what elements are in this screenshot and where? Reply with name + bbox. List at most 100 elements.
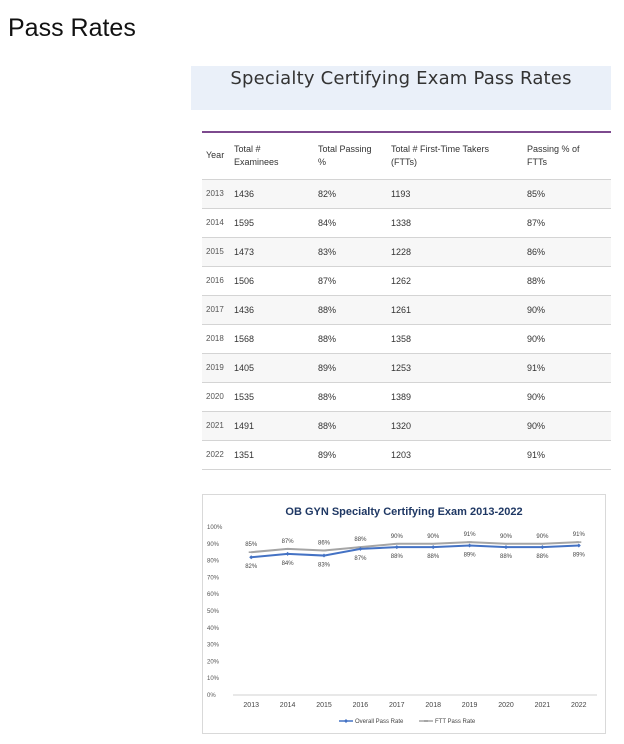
cell-ftt: 1389 — [387, 382, 523, 412]
cell-year: 2022 — [202, 440, 230, 470]
cell-year: 2019 — [202, 353, 230, 383]
data-label-ftt: 90% — [427, 534, 440, 540]
cell-ftt: 1203 — [387, 440, 523, 470]
data-label-ftt: 87% — [282, 539, 295, 545]
y-tick-label: 50% — [207, 609, 220, 615]
data-point-overall — [431, 545, 436, 550]
cell-passing: 83% — [314, 237, 387, 267]
header-passing: Total Passing% — [314, 133, 387, 180]
table-banner: Specialty Certifying Exam Pass Rates — [191, 66, 611, 110]
table-row: 2021 1491 88% 1320 90% — [202, 411, 611, 441]
y-tick-label: 90% — [207, 542, 220, 548]
legend-label-overall: Overall Pass Rate — [355, 719, 404, 725]
cell-ftt-pct: 90% — [523, 411, 611, 441]
x-tick-label: 2021 — [535, 702, 551, 709]
data-point-ftt — [248, 551, 254, 553]
x-tick-label: 2014 — [280, 702, 296, 709]
cell-passing: 88% — [314, 411, 387, 441]
cell-ftt: 1228 — [387, 237, 523, 267]
y-tick-label: 60% — [207, 592, 220, 598]
header-year: Year — [202, 133, 230, 180]
table-row: 2014 1595 84% 1338 87% — [202, 208, 611, 238]
cell-ftt: 1193 — [387, 179, 523, 209]
cell-ftt-pct: 91% — [523, 440, 611, 470]
data-label-ftt: 85% — [245, 542, 258, 548]
x-tick-label: 2013 — [243, 702, 259, 709]
cell-year: 2015 — [202, 237, 230, 267]
data-label-overall: 84% — [282, 561, 295, 567]
header-ftt-pct: Passing % of FTTs — [523, 133, 611, 180]
table-row: 2017 1436 88% 1261 90% — [202, 295, 611, 325]
data-label-overall: 82% — [245, 564, 258, 570]
data-point-overall — [358, 546, 363, 551]
legend-label-ftt: FTT Pass Rate — [435, 719, 476, 725]
header-examinees: Total # Examinees — [230, 133, 314, 180]
cell-passing: 89% — [314, 440, 387, 470]
table-row: 2020 1535 88% 1389 90% — [202, 382, 611, 412]
data-point-overall — [322, 553, 326, 558]
data-point-overall — [576, 543, 581, 548]
table-row: 2016 1506 87% 1262 88% — [202, 266, 611, 296]
data-label-ftt: 90% — [391, 534, 404, 540]
cell-passing: 89% — [314, 353, 387, 383]
cell-examinees: 1506 — [230, 266, 314, 296]
cell-passing: 88% — [314, 382, 387, 412]
cell-year: 2021 — [202, 411, 230, 441]
data-label-ftt: 86% — [318, 541, 331, 547]
cell-ftt-pct: 87% — [523, 208, 611, 238]
data-point-overall — [285, 551, 290, 556]
data-label-overall: 88% — [427, 554, 440, 560]
data-point-overall — [504, 545, 508, 550]
cell-ftt-pct: 90% — [523, 324, 611, 354]
data-point-overall — [394, 545, 399, 550]
cell-year: 2016 — [202, 266, 230, 296]
y-tick-label: 0% — [207, 693, 216, 699]
y-tick-label: 20% — [207, 659, 220, 665]
cell-examinees: 1473 — [230, 237, 314, 267]
cell-passing: 88% — [314, 295, 387, 325]
data-label-overall: 87% — [354, 556, 367, 562]
x-tick-label: 2017 — [389, 702, 405, 709]
cell-ftt: 1358 — [387, 324, 523, 354]
data-point-overall — [540, 545, 545, 550]
cell-examinees: 1595 — [230, 208, 314, 238]
data-point-ftt — [539, 543, 545, 545]
cell-ftt-pct: 86% — [523, 237, 611, 267]
data-label-overall: 88% — [500, 554, 513, 560]
cell-ftt: 1262 — [387, 266, 523, 296]
data-point-ftt — [285, 548, 291, 550]
pass-rate-chart: OB GYN Specialty Certifying Exam 2013-20… — [202, 494, 606, 734]
cell-year: 2018 — [202, 324, 230, 354]
y-tick-label: 10% — [207, 676, 220, 682]
cell-passing: 82% — [314, 179, 387, 209]
cell-examinees: 1568 — [230, 324, 314, 354]
data-label-overall: 88% — [391, 554, 404, 560]
data-point-overall — [467, 543, 472, 548]
cell-passing: 87% — [314, 266, 387, 296]
x-tick-label: 2015 — [316, 702, 332, 709]
series-line-overall — [251, 544, 579, 559]
cell-examinees: 1436 — [230, 179, 314, 209]
banner-title: Specialty Certifying Exam Pass Rates — [230, 68, 572, 89]
cell-year: 2014 — [202, 208, 230, 238]
table-row: 2022 1351 89% 1203 91% — [202, 440, 611, 470]
table-body: 2013 1436 82% 1193 85% 2014 1595 84% 1338 87% 2015… — [202, 179, 611, 470]
cell-ftt-pct: 85% — [523, 179, 611, 209]
cell-ftt-pct: 90% — [523, 382, 611, 412]
cell-examinees: 1405 — [230, 353, 314, 383]
data-point-ftt — [503, 543, 509, 545]
cell-passing: 84% — [314, 208, 387, 238]
data-point-ftt — [467, 541, 473, 543]
page-title: Pass Rates — [8, 14, 136, 42]
table-row: 2015 1473 83% 1228 86% — [202, 237, 611, 267]
x-tick-label: 2016 — [353, 702, 369, 709]
data-label-overall: 89% — [573, 552, 586, 558]
cell-ftt: 1253 — [387, 353, 523, 383]
y-tick-label: 100% — [207, 525, 223, 531]
chart-svg: OB GYN Specialty Certifying Exam 2013-20… — [207, 506, 597, 725]
pass-rates-table: Year Total # Examinees Total Passing% Tot… — [202, 131, 611, 470]
x-tick-label: 2020 — [498, 702, 514, 709]
cell-examinees: 1351 — [230, 440, 314, 470]
cell-ftt: 1338 — [387, 208, 523, 238]
cell-ftt-pct: 90% — [523, 295, 611, 325]
